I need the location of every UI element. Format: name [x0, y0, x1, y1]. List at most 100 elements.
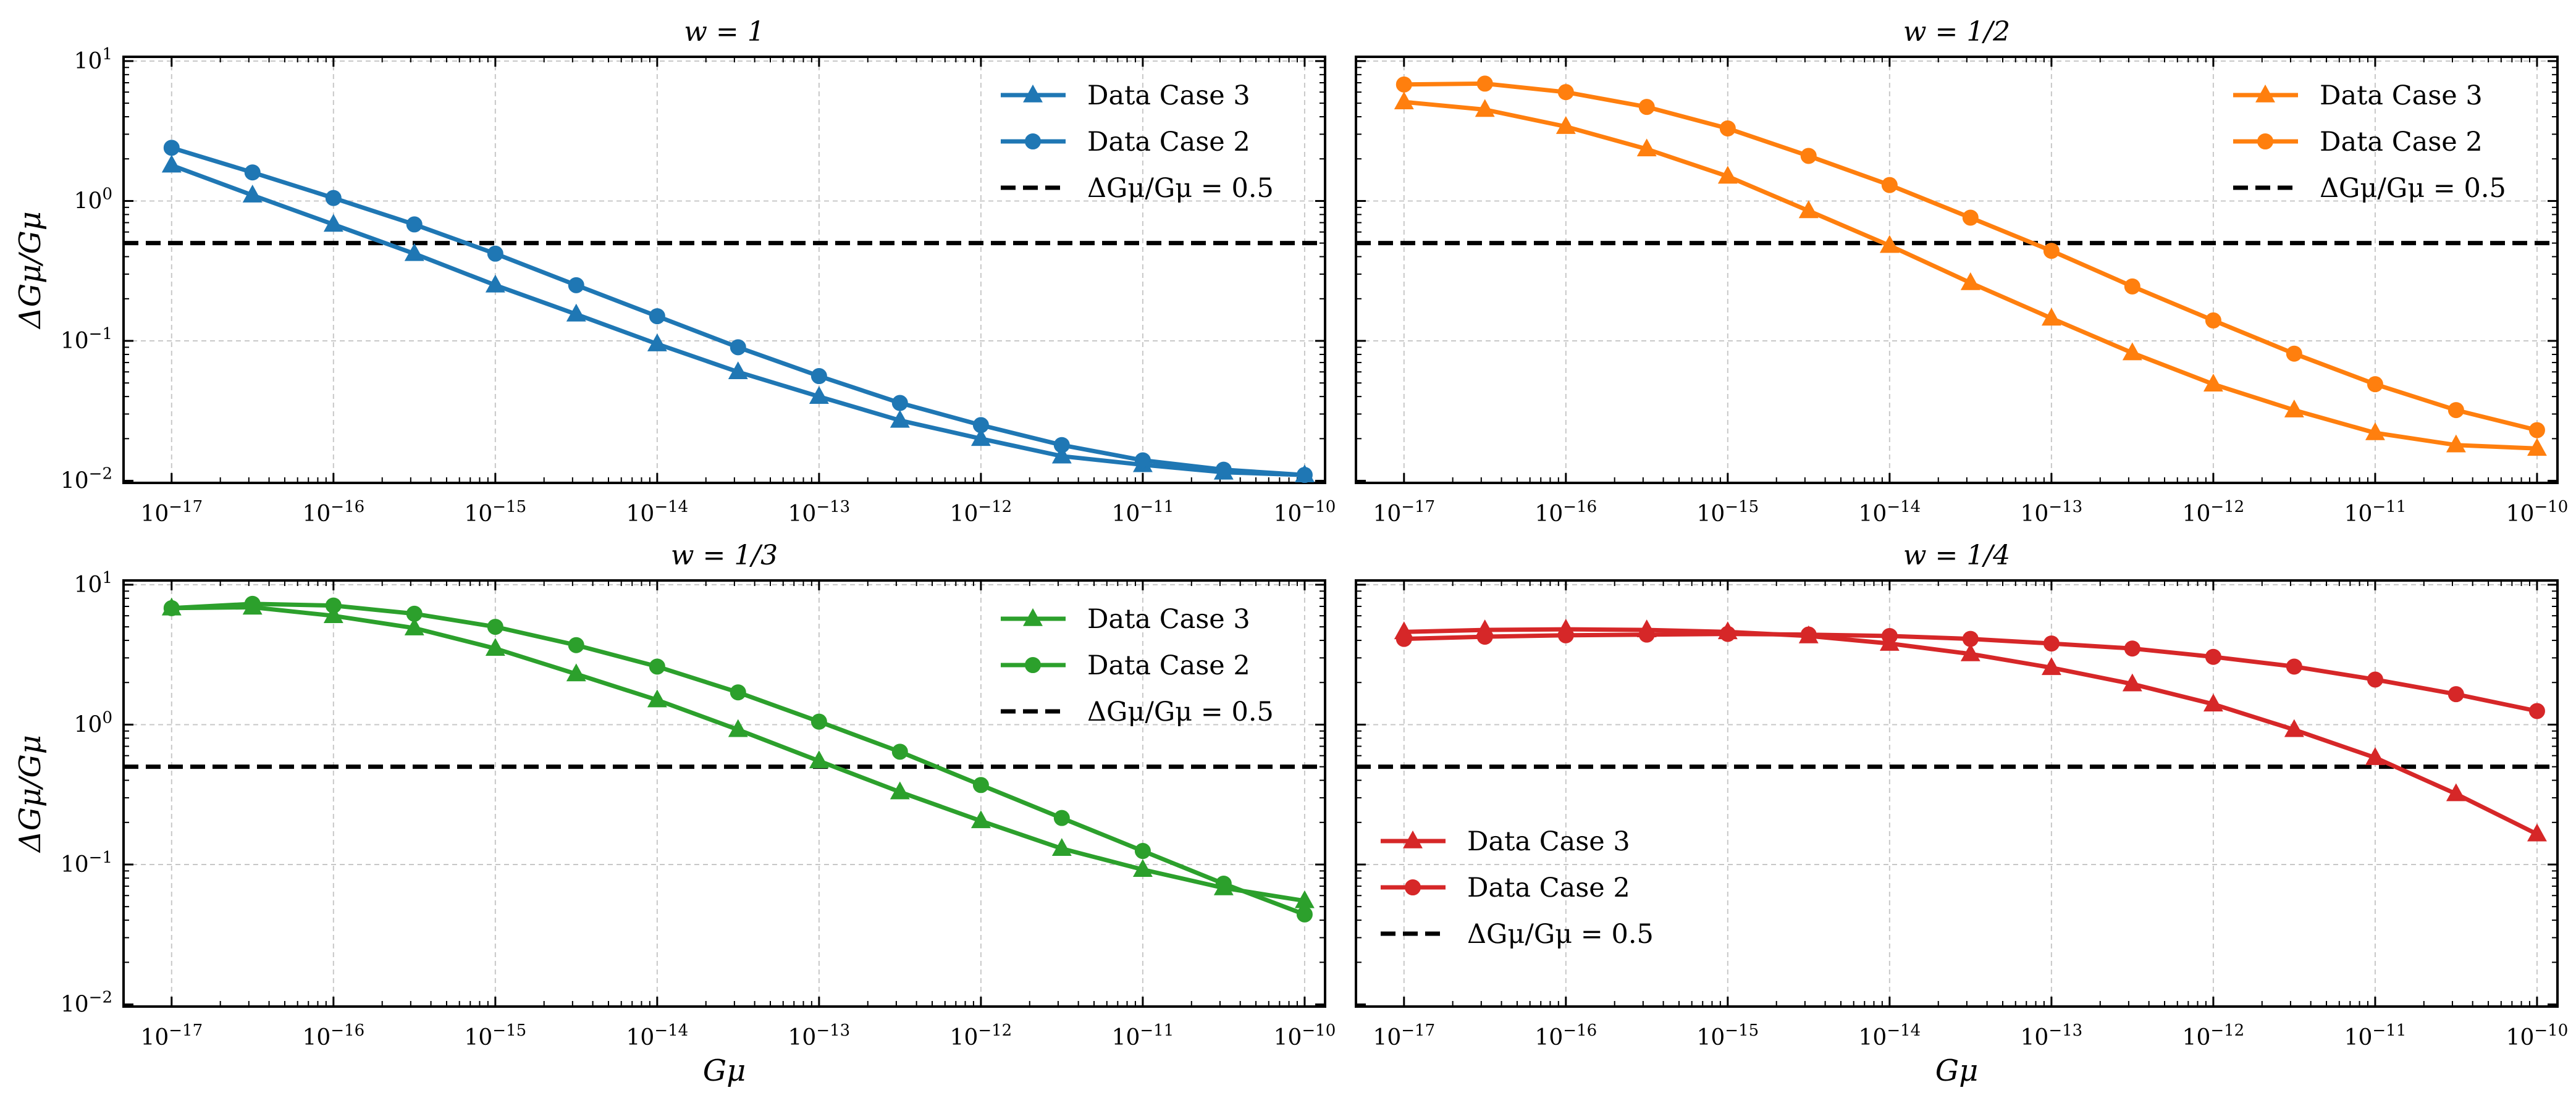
x-tick-label: 10−17	[140, 498, 203, 527]
data-point	[1962, 630, 1979, 647]
data-point	[2365, 422, 2385, 440]
data-point	[487, 245, 503, 262]
data-point	[1296, 467, 1313, 484]
y-tick-label: 101	[74, 569, 112, 598]
data-point	[1215, 461, 1232, 478]
data-point	[810, 713, 827, 730]
data-point	[566, 303, 586, 322]
data-point	[1215, 875, 1232, 892]
data-point	[485, 274, 505, 293]
data-point	[1719, 120, 1736, 136]
x-tick-label: 10−16	[1534, 498, 1597, 527]
data-point	[1296, 906, 1313, 923]
data-point	[2041, 657, 2061, 676]
y-axis-label: ΔGμ/Gμ	[13, 211, 48, 330]
x-tick-label: 10−15	[1696, 1021, 1759, 1050]
y-tick-label: 10−1	[61, 325, 112, 354]
legend-label: Data Case 3	[1087, 80, 1250, 111]
y-tick-label: 10−2	[61, 465, 112, 494]
x-tick-label: 10−16	[302, 1021, 364, 1050]
data-point	[1134, 452, 1151, 469]
grid	[1356, 57, 2557, 483]
data-point	[1051, 838, 1072, 856]
data-point	[244, 164, 261, 181]
legend-swatch-marker	[1025, 657, 1041, 673]
data-point	[2286, 345, 2302, 362]
data-point	[1960, 643, 1980, 661]
legend-label: ΔGμ/Gμ = 0.5	[2320, 173, 2506, 204]
series-case-3	[161, 597, 1315, 908]
data-point	[485, 638, 505, 656]
chart-panel-2: 10−17 10−16 10−15 10−14 10−13 10−12 10−11 10−10…	[1355, 16, 2569, 527]
series-case-3	[1394, 91, 2547, 456]
legend-entry: Data Case 2	[1001, 650, 1250, 681]
x-tick-label: 10−11	[2344, 498, 2407, 527]
data-point	[1132, 859, 1153, 877]
data-point	[1051, 445, 1072, 464]
data-point	[161, 154, 182, 173]
legend-entry: ΔGμ/Gμ = 0.5	[1001, 697, 1274, 727]
x-tick-label: 10−17	[1373, 1021, 1435, 1050]
series-case-2	[163, 140, 1313, 484]
legend-label: Data Case 3	[1087, 604, 1250, 635]
x-tick-label: 10−12	[2182, 498, 2245, 527]
x-tick-label: 10−13	[788, 498, 851, 527]
legend-swatch-marker	[1025, 133, 1041, 149]
data-point	[2367, 671, 2383, 688]
x-tick-label: 10−10	[2506, 498, 2569, 527]
legend: Data Case 3 Data Case 2 ΔGμ/Gμ = 0.5	[2233, 80, 2506, 204]
legend-entry: Data Case 3	[2233, 80, 2483, 111]
x-tick-label: 10−11	[2344, 1021, 2407, 1050]
data-point	[2205, 312, 2221, 329]
data-point	[970, 428, 991, 446]
data-point	[972, 417, 989, 433]
data-point	[406, 216, 423, 233]
data-point	[647, 689, 667, 708]
x-tick-label: 10−10	[1274, 498, 1336, 527]
grid	[124, 580, 1325, 1007]
x-tick-label: 10−14	[1859, 498, 1921, 527]
data-point	[2122, 342, 2142, 361]
data-point	[404, 618, 424, 635]
legend-entry: Data Case 2	[1001, 127, 1250, 157]
x-tick-label: 10−17	[1373, 498, 1435, 527]
legend-label: ΔGμ/Gμ = 0.5	[1087, 697, 1274, 727]
x-tick-label: 10−10	[1274, 1021, 1336, 1050]
legend-entry: Data Case 2	[2233, 127, 2483, 157]
legend-entry: Data Case 3	[1001, 80, 1250, 111]
x-tick-label: 10−15	[464, 498, 526, 527]
data-point	[2448, 686, 2464, 703]
data-point	[568, 277, 584, 293]
data-point	[1053, 810, 1070, 826]
data-point	[1476, 75, 1493, 92]
data-point	[890, 781, 910, 800]
x-tick-label: 10−16	[302, 498, 364, 527]
plot-frame	[122, 579, 1326, 1008]
legend-label: Data Case 3	[2320, 80, 2483, 111]
data-point	[890, 409, 910, 428]
grid	[1356, 580, 2557, 1007]
data-point	[1053, 437, 1070, 453]
chart-panel-4: 10−17 10−16 10−15 10−14 10−13 10−12 10−11 10−10…	[1355, 540, 2568, 1088]
x-tick-label: 10−15	[464, 1021, 526, 1050]
data-point	[1476, 629, 1493, 645]
data-point	[972, 777, 989, 794]
data-point	[891, 743, 908, 760]
x-tick-label: 10−15	[1696, 498, 1759, 527]
data-point	[2446, 783, 2466, 802]
y-tick-label: 101	[74, 45, 112, 74]
data-point	[1395, 630, 1412, 647]
data-point	[1557, 84, 1574, 101]
legend-swatch-marker	[2257, 133, 2273, 149]
panel-title: w = 1/3	[671, 540, 778, 571]
y-tick-label: 100	[74, 708, 112, 737]
y-tick-label: 100	[74, 185, 112, 214]
plot-frame	[1355, 56, 2559, 484]
data-point	[2041, 308, 2061, 326]
x-tick-label: 10−17	[140, 1021, 203, 1050]
data-point	[1960, 272, 1980, 290]
data-point	[325, 597, 342, 614]
legend: Data Case 3 Data Case 2 ΔGμ/Gμ = 0.5	[1381, 826, 1654, 950]
data-point	[1798, 200, 1819, 219]
